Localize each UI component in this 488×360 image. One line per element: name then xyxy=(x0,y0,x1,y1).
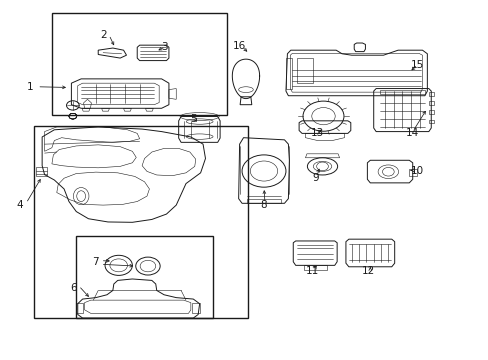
Bar xyxy=(34,126,248,318)
Text: 11: 11 xyxy=(305,266,319,276)
Text: 16: 16 xyxy=(232,41,246,50)
Bar xyxy=(304,265,327,270)
Bar xyxy=(428,101,433,105)
Text: 12: 12 xyxy=(362,266,375,276)
Text: 14: 14 xyxy=(405,129,419,138)
Text: 9: 9 xyxy=(311,173,318,183)
Bar xyxy=(379,90,424,94)
Text: 6: 6 xyxy=(70,283,77,293)
Bar xyxy=(76,235,212,318)
Text: 15: 15 xyxy=(410,60,424,70)
Text: 5: 5 xyxy=(190,114,196,124)
Text: 8: 8 xyxy=(260,200,267,210)
Bar xyxy=(428,110,433,114)
Text: 2: 2 xyxy=(100,30,106,40)
Bar xyxy=(408,169,416,176)
Text: 3: 3 xyxy=(161,42,167,52)
Text: 10: 10 xyxy=(410,166,423,176)
Bar xyxy=(428,120,433,123)
Text: 7: 7 xyxy=(92,257,99,267)
Text: 1: 1 xyxy=(26,82,33,92)
Bar xyxy=(52,13,227,116)
Bar xyxy=(36,167,46,176)
Bar xyxy=(428,92,433,96)
Text: 4: 4 xyxy=(17,200,23,210)
Text: 13: 13 xyxy=(310,129,324,138)
